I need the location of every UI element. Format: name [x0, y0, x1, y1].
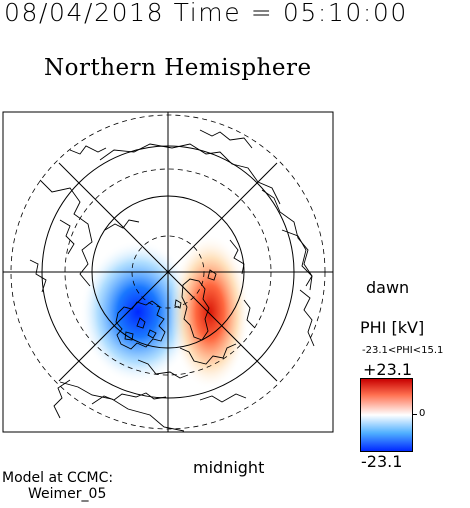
- positive-potential-cell: [170, 234, 250, 390]
- colorbar-min-label: -23.1: [361, 452, 403, 471]
- dawn-label: dawn: [366, 278, 410, 297]
- datetime-label: 08/04/2018 Time = 05:10:00: [4, 0, 408, 27]
- colorbar-zero-label: 0: [419, 408, 426, 419]
- colorbar-zero-tick: [412, 414, 417, 415]
- colorbar-range: -23.1<PHI<15.1: [362, 345, 444, 356]
- colorbar-max-label: +23.1: [363, 360, 413, 379]
- meridian-diag-2: [58, 162, 278, 382]
- midnight-label: midnight: [193, 458, 265, 477]
- map-title: Northern Hemisphere: [44, 55, 312, 81]
- model-credit-line2: Weimer_05: [28, 486, 107, 502]
- coastlines: [29, 129, 315, 432]
- colorbar: [360, 378, 413, 452]
- colorbar-title: PHI [kV]: [360, 318, 425, 337]
- polar-map: [2, 111, 334, 433]
- model-credit-line1: Model at CCMC:: [2, 470, 114, 486]
